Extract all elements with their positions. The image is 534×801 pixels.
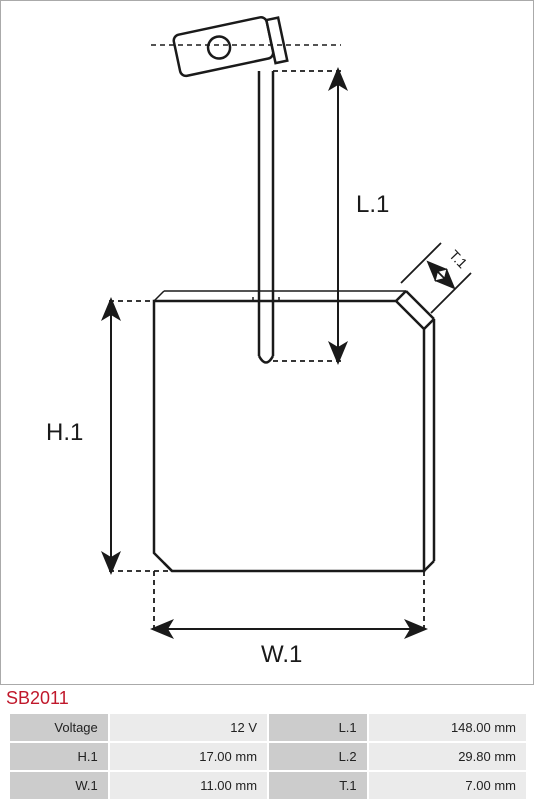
dim-l1 (151, 45, 341, 361)
spec-label: T.1 (268, 771, 368, 800)
spec-label: H.1 (9, 742, 109, 771)
spec-value: 29.80 mm (368, 742, 527, 771)
label-h1: H.1 (46, 419, 83, 447)
brush-body (154, 291, 434, 571)
table-row: H.1 17.00 mm L.2 29.80 mm (9, 742, 527, 771)
spec-value: 11.00 mm (109, 771, 268, 800)
spec-table: Voltage 12 V L.1 148.00 mm H.1 17.00 mm … (8, 712, 528, 801)
dimension-drawing (1, 1, 534, 686)
wire-lead (253, 71, 279, 363)
spec-label: Voltage (9, 713, 109, 742)
dim-w1 (154, 571, 424, 633)
label-w1: W.1 (261, 641, 302, 669)
label-l1: L.1 (356, 191, 389, 219)
table-row: W.1 11.00 mm T.1 7.00 mm (9, 771, 527, 800)
terminal-lug (173, 14, 288, 83)
spec-value: 17.00 mm (109, 742, 268, 771)
dim-h1 (109, 301, 172, 571)
spec-label: L.2 (268, 742, 368, 771)
spec-value: 12 V (109, 713, 268, 742)
spec-label: L.1 (268, 713, 368, 742)
table-row: Voltage 12 V L.1 148.00 mm (9, 713, 527, 742)
spec-value: 7.00 mm (368, 771, 527, 800)
diagram-area: H.1 W.1 L.1 T.1 (0, 0, 534, 685)
spec-label: W.1 (9, 771, 109, 800)
part-code: SB2011 (6, 688, 69, 709)
spec-value: 148.00 mm (368, 713, 527, 742)
